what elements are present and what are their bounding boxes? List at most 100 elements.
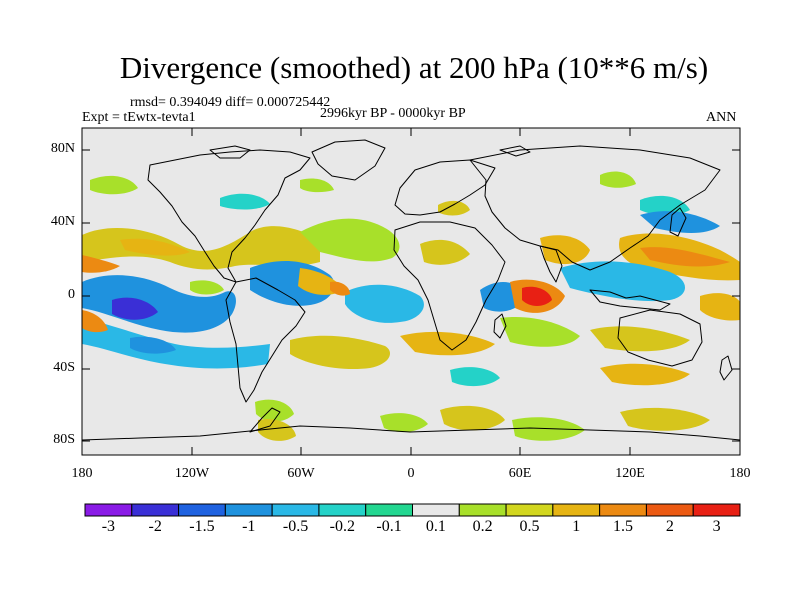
lat-ticks	[82, 149, 740, 442]
colorbar-label: -0.1	[376, 518, 402, 535]
lat-label-eq: 0	[68, 287, 75, 302]
coastline	[249, 407, 281, 433]
lat-label-80s: 80S	[53, 432, 75, 447]
lon-label-60w: 60W	[287, 466, 315, 481]
anomaly-patch	[82, 275, 236, 333]
colorbar-swatch	[599, 503, 647, 517]
anomaly-patch	[640, 211, 720, 233]
anomaly-patch	[600, 363, 690, 386]
coastline	[499, 145, 531, 157]
coastline	[493, 313, 507, 339]
lon-ticks	[81, 128, 741, 455]
lon-label-60e: 60E	[508, 466, 532, 481]
colorbar-label: -0.5	[282, 518, 309, 535]
lat-label-80n: 80N	[50, 141, 75, 156]
lon-label-180w: 180	[71, 466, 93, 481]
coastline	[147, 149, 311, 283]
colorbar-swatch	[505, 503, 554, 517]
colorbar-label: 1.5	[613, 518, 634, 535]
anomaly-patch	[82, 310, 108, 333]
anomaly-patch	[590, 326, 690, 352]
colorbar-swatch	[412, 503, 460, 517]
anomaly-patch	[450, 367, 500, 387]
coastline	[394, 159, 496, 216]
anomaly-patch	[255, 399, 294, 422]
anomaly-patch	[220, 193, 270, 210]
anomaly-patch	[400, 331, 495, 356]
colorbar-label: 2	[665, 518, 674, 535]
colorbar-swatch	[458, 503, 507, 517]
coastlines	[82, 139, 740, 441]
anomaly-patch	[90, 175, 138, 195]
anomaly-patch	[290, 335, 390, 370]
lat-label-40s: 40S	[53, 360, 75, 375]
anomaly-patch	[522, 286, 552, 306]
anomaly-patch	[300, 178, 334, 193]
anomaly-patch	[500, 316, 580, 347]
colorbar-swatch	[645, 503, 694, 517]
anomaly-patch	[380, 413, 428, 433]
colorbar-label: 1	[572, 518, 581, 535]
anomaly-patch	[540, 235, 590, 265]
anomaly-patch	[258, 418, 296, 441]
colorbar-label: -2	[148, 518, 162, 535]
experiment-label: Expt = tEwtx-tevta1	[82, 110, 196, 125]
colorbar	[84, 503, 741, 517]
colorbar-swatch	[178, 503, 226, 517]
colorbar-swatch	[318, 503, 367, 517]
colorbar-label: -1	[242, 518, 256, 535]
coastline	[669, 207, 687, 237]
colorbar-swatch	[365, 503, 414, 517]
coastline	[719, 355, 733, 381]
figure-title: Divergence (smoothed) at 200 hPa (10**6 …	[119, 50, 709, 85]
lat-label-40n: 40N	[50, 214, 75, 229]
colorbar-label: -3	[101, 518, 116, 535]
colorbar-label: -1.5	[189, 518, 215, 535]
stats-text: rmsd= 0.394049 diff= 0.000725442	[130, 95, 331, 110]
coastline	[225, 277, 306, 403]
coastline	[589, 289, 671, 311]
colorbar-swatch	[552, 503, 601, 517]
anomaly-patch	[82, 226, 320, 270]
colorbar-swatch	[131, 503, 180, 517]
anomaly-patch	[345, 284, 424, 323]
anomaly-patch	[600, 171, 636, 188]
colorbar-label: 0.2	[472, 518, 493, 535]
anomaly-patch	[112, 297, 158, 320]
coastline	[617, 309, 703, 367]
colorbar-swatch	[84, 503, 133, 517]
colorbar-label: 3	[712, 518, 721, 535]
colorbar-label: 0.5	[519, 518, 540, 535]
coastline	[393, 221, 506, 351]
anomaly-patch	[82, 255, 120, 273]
coastline	[82, 425, 740, 441]
colorbar-swatch	[271, 503, 320, 517]
lon-label-180e: 180	[729, 466, 751, 481]
colorbar-label: 0.1	[425, 518, 446, 535]
colorbar-swatch	[692, 503, 741, 517]
anomaly-patch	[700, 293, 740, 321]
colorbar-label: -0.2	[329, 518, 355, 535]
anomaly-patch	[620, 407, 710, 431]
coastline	[539, 245, 563, 283]
anomaly-patch	[120, 238, 190, 256]
anomaly-patch	[640, 247, 730, 267]
colorbar-swatch	[224, 503, 273, 517]
season-label: ANN	[706, 110, 737, 125]
period-label: 2996kyr BP - 0000kyr BP	[320, 106, 466, 121]
lon-label-0: 0	[407, 466, 415, 481]
anomaly-patch	[82, 318, 270, 369]
anomaly-patch	[420, 239, 470, 265]
lon-label-120w: 120W	[174, 466, 210, 481]
lon-label-120e: 120E	[615, 466, 645, 481]
anomaly-patch	[190, 280, 224, 295]
anomaly-patch	[300, 218, 400, 262]
coastline	[469, 145, 721, 271]
divergence-field	[82, 171, 740, 441]
anomaly-patch	[130, 336, 176, 354]
coastline	[209, 145, 251, 159]
anomaly-patch	[440, 405, 505, 431]
coastline	[311, 139, 386, 181]
anomaly-patch	[330, 281, 350, 296]
